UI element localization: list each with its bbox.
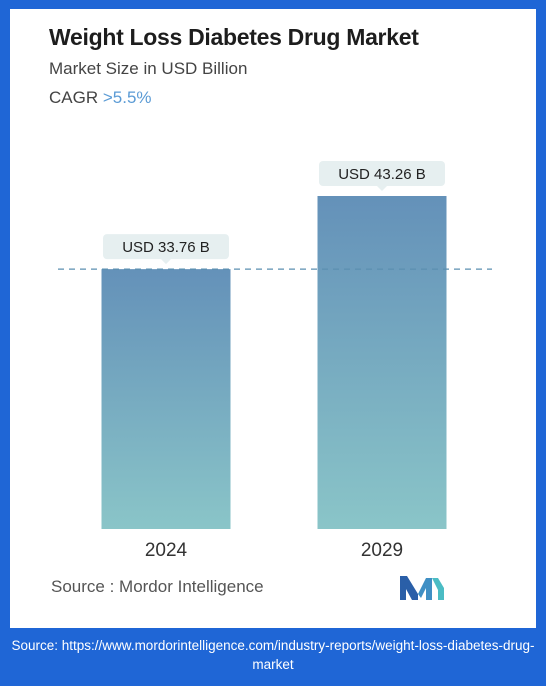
- chart-title: Weight Loss Diabetes Drug Market: [49, 24, 419, 50]
- source-attribution: Source : Mordor Intelligence: [51, 577, 264, 596]
- chart-card: [10, 9, 536, 628]
- x-tick-label-2029: 2029: [361, 540, 403, 561]
- value-label-text: USD 43.26 B: [338, 166, 426, 183]
- bar-2029: [317, 196, 447, 529]
- cagr-value: >5.5%: [102, 88, 152, 107]
- value-label-background: [319, 161, 445, 186]
- x-tick-label-2024: 2024: [145, 540, 188, 561]
- bar-chart: USD 33.76 B 2024 USD 43.26 B 2029: [58, 161, 492, 561]
- mordor-intelligence-logo-icon: [400, 576, 444, 600]
- bar-2024: [101, 269, 231, 529]
- value-label-background: [103, 234, 229, 260]
- footer-source-url: Source: https://www.mordorintelligence.c…: [11, 638, 535, 672]
- value-label-pointer: [161, 259, 171, 265]
- cagr-line: CAGR >5.5%: [49, 88, 152, 108]
- value-label-2024: USD 33.76 B: [103, 234, 229, 265]
- chart-subtitle: Market Size in USD Billion: [49, 59, 248, 78]
- value-label-2029: USD 43.26 B: [319, 161, 445, 191]
- value-label-pointer: [377, 186, 387, 191]
- cagr-label: CAGR: [49, 88, 103, 107]
- value-label-text: USD 33.76 B: [122, 239, 210, 256]
